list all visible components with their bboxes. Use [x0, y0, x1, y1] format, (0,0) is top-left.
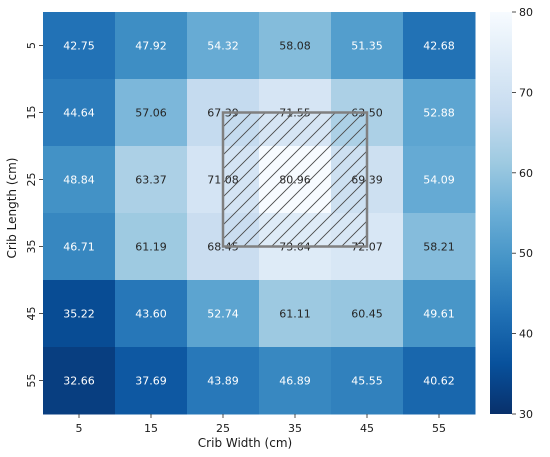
heatmap-cell	[43, 347, 116, 415]
heatmap-cell	[115, 213, 188, 281]
heatmap-cell	[259, 280, 332, 348]
colorbar-tick-label: 30	[519, 408, 533, 421]
x-axis-label: Crib Width (cm)	[198, 436, 292, 450]
cell-value-label: 45.55	[351, 375, 383, 388]
cell-value-label: 46.89	[279, 375, 311, 388]
heatmap-cell	[43, 280, 116, 348]
colorbar-tick-label: 60	[519, 167, 533, 180]
y-tick-label: 25	[25, 173, 38, 187]
y-tick-label: 35	[25, 240, 38, 254]
x-tick-label: 55	[432, 422, 446, 435]
cell-value-label: 63.37	[135, 174, 167, 187]
heatmap-cell	[187, 280, 260, 348]
cell-value-label: 48.84	[63, 174, 95, 187]
cell-value-label: 52.74	[207, 308, 239, 321]
heatmap-cell	[115, 347, 188, 415]
cell-value-label: 40.62	[423, 375, 455, 388]
colorbar	[490, 12, 512, 414]
heatmap-cell	[187, 347, 260, 415]
x-tick-label: 15	[144, 422, 158, 435]
heatmap-cell	[43, 12, 116, 80]
heatmap-cell	[43, 213, 116, 281]
heatmap-cell	[403, 347, 476, 415]
heatmap-cell	[115, 79, 188, 147]
cell-value-label: 32.66	[63, 375, 95, 388]
heatmap-cell	[259, 12, 332, 80]
colorbar-tick-label: 80	[519, 6, 533, 19]
cell-value-label: 61.19	[135, 241, 167, 254]
highlight-hatch	[223, 112, 367, 247]
heatmap-cell	[43, 146, 116, 214]
heatmap-cell	[43, 79, 116, 147]
cell-value-label: 37.69	[135, 375, 167, 388]
highlight-box	[221, 111, 369, 248]
y-tick-label: 45	[25, 307, 38, 321]
x-tick-label: 5	[76, 422, 83, 435]
y-tick-label: 15	[25, 106, 38, 120]
heatmap-cell	[331, 347, 404, 415]
heatmap-cell	[403, 280, 476, 348]
cell-value-label: 49.61	[423, 308, 455, 321]
cell-value-label: 44.64	[63, 107, 95, 120]
heatmap-cell	[115, 12, 188, 80]
cell-value-label: 43.60	[135, 308, 167, 321]
heatmap-cell	[331, 12, 404, 80]
x-tick-label: 35	[288, 422, 302, 435]
heatmap-cell	[403, 12, 476, 80]
cell-value-label: 51.35	[351, 40, 383, 53]
x-tick-label: 45	[360, 422, 374, 435]
cell-value-label: 46.71	[63, 241, 95, 254]
cell-value-label: 60.45	[351, 308, 383, 321]
cell-value-label: 57.06	[135, 107, 167, 120]
heatmap-cell	[115, 146, 188, 214]
cell-value-label: 61.11	[279, 308, 311, 321]
colorbar-tick-label: 50	[519, 247, 533, 260]
colorbar-tick-label: 40	[519, 328, 533, 341]
cell-value-label: 42.68	[423, 40, 455, 53]
colorbar-tick-label: 70	[519, 86, 533, 99]
heatmap-cell	[403, 146, 476, 214]
heatmap-cell	[187, 12, 260, 80]
cell-value-label: 54.09	[423, 174, 455, 187]
heatmap-cell	[259, 347, 332, 415]
cell-value-label: 35.22	[63, 308, 95, 321]
y-axis-label: Crib Length (cm)	[5, 158, 19, 259]
cell-value-label: 43.89	[207, 375, 239, 388]
heatmap-cell	[403, 213, 476, 281]
cell-value-label: 42.75	[63, 40, 95, 53]
cell-value-label: 47.92	[135, 40, 167, 53]
y-tick-label: 55	[25, 374, 38, 388]
cell-value-label: 58.08	[279, 40, 311, 53]
heatmap-cell	[331, 280, 404, 348]
cell-value-label: 52.88	[423, 107, 455, 120]
cell-value-label: 54.32	[207, 40, 239, 53]
heatmap-cell	[115, 280, 188, 348]
x-tick-label: 25	[216, 422, 230, 435]
y-tick-label: 5	[25, 42, 38, 49]
cell-value-label: 58.21	[423, 241, 455, 254]
heatmap-cell	[403, 79, 476, 147]
